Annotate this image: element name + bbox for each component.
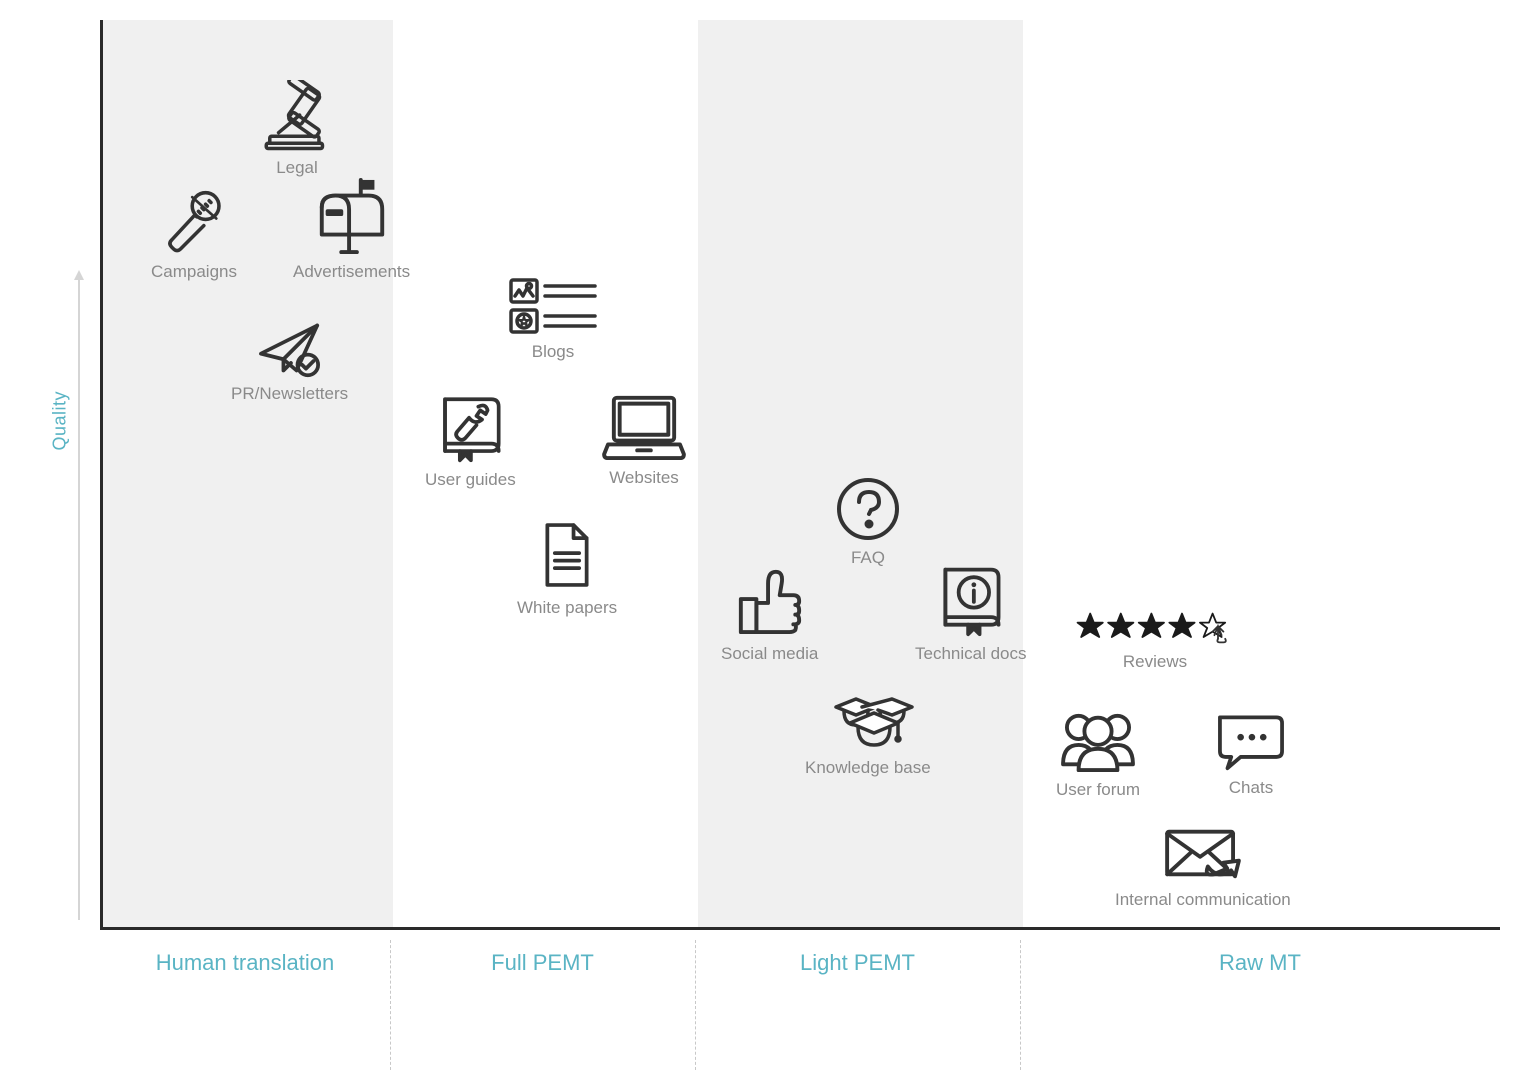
item-chats: Chats bbox=[1211, 708, 1291, 798]
x-axis-labels: Human translationFull PEMTLight PEMTRaw … bbox=[100, 940, 1500, 1070]
item-label-advertisements: Advertisements bbox=[293, 262, 410, 282]
item-faq: FAQ bbox=[835, 476, 901, 568]
x-label-light: Light PEMT bbox=[695, 950, 1020, 976]
item-label-chats: Chats bbox=[1229, 778, 1273, 798]
item-label-socialmedia: Social media bbox=[721, 644, 818, 664]
item-label-techdocs: Technical docs bbox=[915, 644, 1027, 664]
item-campaigns: Campaigns bbox=[151, 190, 237, 282]
x-label-full: Full PEMT bbox=[390, 950, 695, 976]
item-pr: PR/Newsletters bbox=[231, 318, 348, 404]
stars-icon bbox=[1065, 610, 1245, 646]
item-blogs: Blogs bbox=[505, 274, 601, 362]
y-axis-label: Quality bbox=[50, 391, 71, 451]
item-label-pr: PR/Newsletters bbox=[231, 384, 348, 404]
item-label-campaigns: Campaigns bbox=[151, 262, 237, 282]
item-label-reviews: Reviews bbox=[1123, 652, 1187, 672]
thumb-icon bbox=[735, 564, 805, 638]
item-userguides: User guides bbox=[425, 390, 516, 490]
gavel-icon bbox=[253, 80, 341, 152]
doc-icon bbox=[538, 518, 596, 592]
item-label-kb: Knowledge base bbox=[805, 758, 931, 778]
item-websites: Websites bbox=[599, 390, 689, 488]
item-legal: Legal bbox=[253, 80, 341, 178]
item-internal: Internal communication bbox=[1115, 820, 1291, 910]
item-advertisements: Advertisements bbox=[293, 178, 410, 282]
item-label-websites: Websites bbox=[609, 468, 679, 488]
info-book-icon bbox=[935, 562, 1007, 638]
guide-icon bbox=[431, 390, 509, 464]
x-divider bbox=[695, 940, 696, 1070]
item-label-faq: FAQ bbox=[851, 548, 885, 568]
item-techdocs: Technical docs bbox=[915, 562, 1027, 664]
laptop-icon bbox=[599, 390, 689, 462]
item-label-userguides: User guides bbox=[425, 470, 516, 490]
mailbox-icon bbox=[309, 178, 395, 256]
x-divider bbox=[1020, 940, 1021, 1070]
plot: Legal Campaigns Advertisements PR/Newslette… bbox=[100, 20, 1500, 930]
x-label-raw: Raw MT bbox=[1020, 950, 1500, 976]
item-kb: Knowledge base bbox=[805, 688, 931, 778]
item-label-blogs: Blogs bbox=[532, 342, 575, 362]
envelope-icon bbox=[1158, 820, 1248, 884]
item-userforum: User forum bbox=[1051, 708, 1145, 800]
x-divider bbox=[390, 940, 391, 1070]
chart-area: Legal Campaigns Advertisements PR/Newslette… bbox=[100, 20, 1500, 930]
mic-icon bbox=[155, 190, 233, 256]
item-label-legal: Legal bbox=[276, 158, 318, 178]
item-reviews: Reviews bbox=[1065, 610, 1245, 672]
item-whitepapers: White papers bbox=[517, 518, 617, 618]
band-human bbox=[103, 20, 393, 927]
x-label-human: Human translation bbox=[100, 950, 390, 976]
item-socialmedia: Social media bbox=[721, 564, 818, 664]
blog-icon bbox=[505, 274, 601, 336]
y-axis-arrow bbox=[78, 280, 80, 920]
item-label-whitepapers: White papers bbox=[517, 598, 617, 618]
plane-icon bbox=[251, 318, 329, 378]
item-label-internal: Internal communication bbox=[1115, 890, 1291, 910]
item-label-userforum: User forum bbox=[1056, 780, 1140, 800]
band-light bbox=[698, 20, 1023, 927]
question-icon bbox=[835, 476, 901, 542]
chat-icon bbox=[1211, 708, 1291, 772]
people-icon bbox=[1051, 708, 1145, 774]
gradcap-icon bbox=[818, 688, 918, 752]
